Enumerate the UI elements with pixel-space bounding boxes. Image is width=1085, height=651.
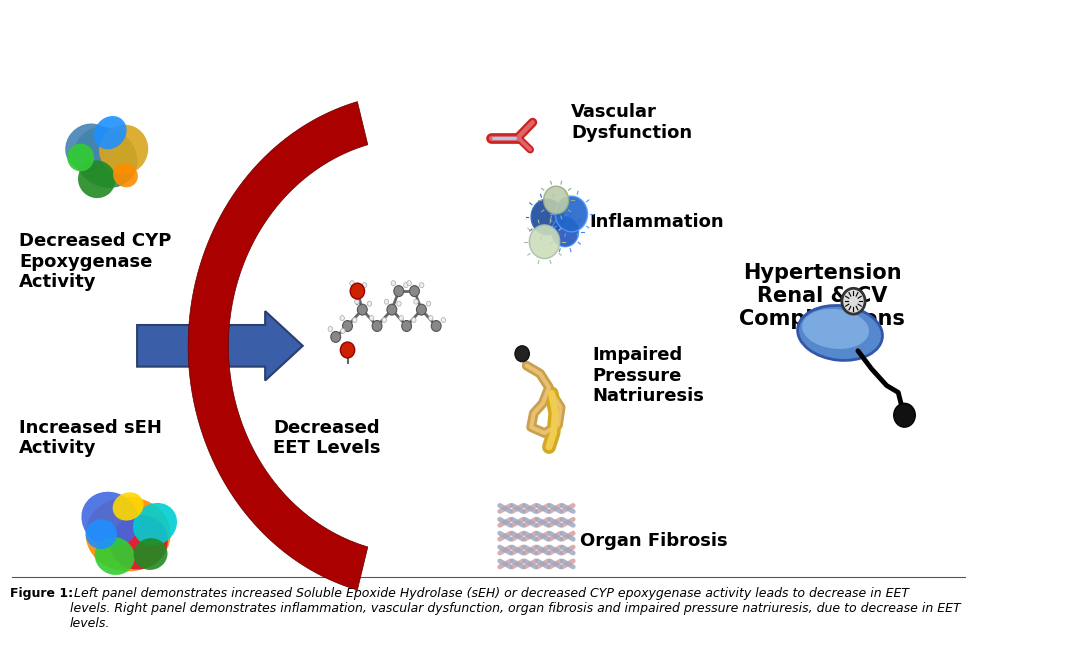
Circle shape (341, 329, 345, 333)
Circle shape (431, 320, 442, 331)
Circle shape (404, 283, 408, 288)
Circle shape (349, 281, 354, 286)
Circle shape (894, 404, 916, 427)
Circle shape (420, 283, 424, 288)
Circle shape (387, 304, 397, 315)
Text: Hypertension
Renal & CV
Complications: Hypertension Renal & CV Complications (739, 263, 905, 329)
Ellipse shape (99, 124, 149, 174)
Circle shape (551, 217, 578, 247)
Text: Organ Fibrosis: Organ Fibrosis (580, 532, 728, 550)
Circle shape (353, 318, 357, 322)
Circle shape (397, 301, 401, 306)
Text: Increased sEH
Activity: Increased sEH Activity (18, 419, 162, 458)
Circle shape (367, 301, 372, 306)
Circle shape (341, 342, 355, 358)
Text: Figure 1:: Figure 1: (10, 587, 73, 600)
Ellipse shape (802, 309, 869, 349)
Ellipse shape (67, 144, 94, 171)
Ellipse shape (133, 538, 167, 570)
FancyArrow shape (137, 311, 303, 381)
Circle shape (411, 318, 416, 322)
Circle shape (350, 283, 365, 299)
Circle shape (343, 320, 353, 331)
Circle shape (413, 299, 419, 304)
Ellipse shape (797, 305, 882, 361)
Text: Impaired
Pressure
Natriuresis: Impaired Pressure Natriuresis (592, 346, 704, 406)
Circle shape (353, 286, 362, 297)
Circle shape (391, 281, 396, 286)
Ellipse shape (74, 127, 138, 188)
Circle shape (544, 186, 569, 214)
Ellipse shape (113, 163, 138, 187)
Ellipse shape (78, 160, 116, 198)
Ellipse shape (93, 116, 127, 149)
Circle shape (417, 304, 426, 315)
Circle shape (382, 318, 386, 322)
Circle shape (529, 225, 560, 258)
Ellipse shape (133, 503, 177, 546)
Text: Inflammation: Inflammation (589, 213, 724, 231)
Text: Left panel demonstrates increased Soluble Epoxide Hydrolase (sEH) or decreased C: Left panel demonstrates increased Solubl… (69, 587, 960, 630)
Ellipse shape (94, 537, 135, 575)
Circle shape (384, 299, 388, 304)
Circle shape (399, 316, 404, 320)
Circle shape (370, 316, 374, 320)
Circle shape (357, 304, 367, 315)
Circle shape (340, 316, 344, 320)
Circle shape (355, 299, 359, 304)
Ellipse shape (110, 515, 168, 570)
Ellipse shape (113, 492, 143, 521)
Circle shape (426, 301, 431, 306)
Circle shape (407, 281, 411, 286)
Circle shape (362, 283, 367, 288)
Circle shape (442, 318, 446, 322)
Circle shape (531, 199, 563, 235)
Circle shape (372, 320, 382, 331)
Circle shape (429, 316, 433, 320)
Text: Decreased CYP
Epoxygenase
Activity: Decreased CYP Epoxygenase Activity (18, 232, 171, 292)
Circle shape (401, 320, 411, 331)
Polygon shape (188, 102, 368, 590)
Ellipse shape (65, 124, 114, 172)
Text: Decreased
EET Levels: Decreased EET Levels (273, 419, 381, 458)
Circle shape (409, 286, 420, 297)
Circle shape (515, 346, 529, 362)
Ellipse shape (81, 492, 139, 547)
Circle shape (556, 196, 587, 232)
Circle shape (328, 327, 333, 331)
Circle shape (331, 331, 341, 342)
Ellipse shape (86, 519, 117, 549)
Ellipse shape (86, 497, 170, 572)
Circle shape (842, 288, 865, 314)
Text: Vascular
Dysfunction: Vascular Dysfunction (572, 104, 692, 142)
Circle shape (394, 286, 404, 297)
